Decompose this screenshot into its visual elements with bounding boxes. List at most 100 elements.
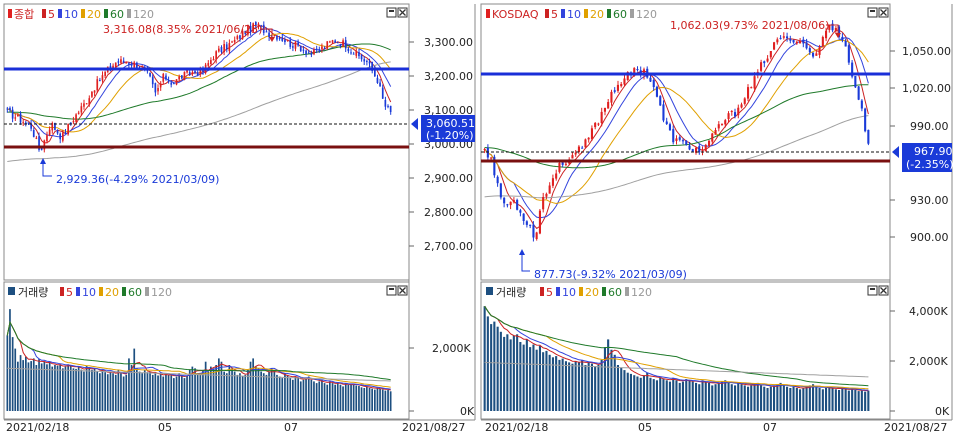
volume-bar [122, 376, 125, 411]
candle-body [659, 96, 662, 106]
candle-body [639, 70, 642, 75]
volume-bar [146, 372, 149, 411]
volume-bar [503, 336, 506, 411]
kosdaq-legend-ma20: 20 [590, 8, 604, 21]
candle-body [607, 102, 610, 109]
close-icon [880, 9, 887, 16]
volume-bar [331, 383, 334, 411]
volume-bar [525, 339, 528, 411]
candle-body [799, 40, 802, 44]
volume-bar [323, 383, 326, 411]
volume-bar [711, 385, 714, 411]
candle-body [854, 76, 857, 88]
ma-60-line [7, 43, 391, 120]
candle-body [196, 72, 199, 76]
volume-bar [834, 389, 837, 411]
volume-bar [218, 358, 220, 411]
candle-body [54, 122, 56, 130]
candle-body [681, 140, 684, 142]
maximize-button[interactable] [867, 7, 878, 18]
volume-bar [717, 382, 720, 411]
volume-bar [818, 388, 821, 411]
candle-body [157, 88, 159, 92]
close-icon [399, 9, 406, 16]
candle-body [503, 197, 506, 204]
kospi-x-label: 2021/02/18 [6, 421, 69, 433]
candle-body [499, 183, 502, 198]
volume-bar [40, 363, 43, 411]
volume-bar [760, 385, 763, 411]
volume-bar [112, 373, 114, 411]
candle-body [212, 59, 215, 61]
volume-bar [376, 388, 379, 411]
kospi-x-label: 07 [284, 421, 298, 433]
volume-bar [9, 309, 11, 411]
volume-bar [344, 383, 347, 411]
candle-body [802, 39, 805, 44]
volume-bar [607, 339, 610, 411]
candle-body [151, 76, 154, 85]
volume-bar [792, 386, 795, 411]
volume-bar [590, 363, 593, 411]
kospi-legend-ma10: 10 [64, 8, 78, 21]
candle-body [750, 87, 753, 89]
candle-body [821, 37, 824, 47]
candle-body [22, 122, 24, 124]
volume-ma-120-line [484, 361, 869, 378]
candle-body [299, 46, 302, 51]
candle-body [704, 145, 707, 152]
candle-body [512, 200, 515, 203]
kosdaq-x-label: 2021/02/18 [485, 421, 548, 433]
candle-body [594, 123, 597, 128]
vol-ma10-swatch [556, 287, 560, 296]
candle-body [695, 147, 698, 153]
volume-bar [22, 360, 24, 411]
candle-body [384, 100, 387, 107]
candle-body [493, 156, 496, 176]
volume-bar [136, 368, 138, 411]
volume-bar [727, 382, 730, 411]
kospi-price-panel [3, 3, 410, 281]
volume-bar [114, 374, 117, 411]
candle-body [329, 41, 331, 43]
volume-bar [782, 385, 785, 411]
candle-body [183, 71, 186, 80]
candle-body [352, 53, 355, 55]
candle-body [548, 185, 551, 194]
candle-body [17, 114, 19, 117]
candle-body [577, 146, 580, 152]
maximize-button[interactable] [386, 7, 397, 18]
volume-bar [85, 365, 88, 411]
volume-ma-60-line [484, 305, 869, 387]
vol-ma20-swatch [99, 287, 103, 296]
kospi-volume-controls [386, 285, 408, 296]
kosdaq-current-change: (-2.35%) [906, 158, 953, 171]
candle-body [860, 100, 863, 109]
candle-body [233, 40, 236, 42]
candle-body [368, 61, 371, 64]
candle-body [297, 42, 299, 46]
kospi-vol-legend-ma120: 120 [151, 286, 172, 299]
volume-bar [519, 342, 522, 411]
volume-bar [360, 387, 363, 411]
volume-bar [273, 369, 276, 411]
volume-bar [737, 382, 740, 411]
volume-bar [769, 386, 772, 411]
kospi-volume-axis: 2,000K 0K [409, 342, 475, 418]
candle-body [310, 53, 313, 55]
volume-bar [799, 389, 802, 411]
volume-bar [795, 388, 798, 411]
maximize-button[interactable] [867, 285, 878, 296]
candle-body [149, 72, 151, 77]
candle-body [564, 163, 567, 165]
candle-body [350, 52, 352, 54]
volume-bar [19, 355, 22, 411]
maximize-button[interactable] [386, 285, 397, 296]
volume-bar [389, 391, 392, 411]
candle-body [727, 113, 730, 120]
candle-body [698, 146, 701, 153]
candle-body [181, 75, 183, 79]
candle-body [387, 105, 389, 107]
volume-bar [54, 365, 56, 411]
volume-bar [522, 344, 525, 411]
